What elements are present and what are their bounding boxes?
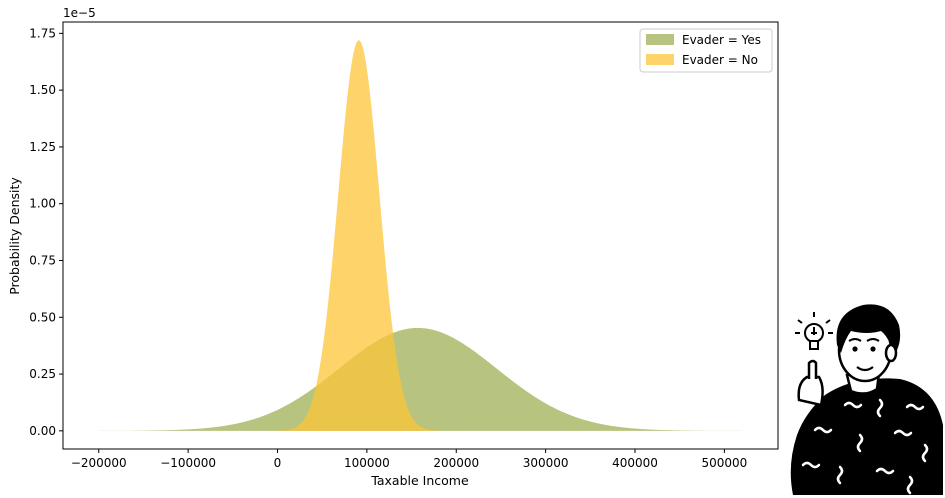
x-axis-label: Taxable Income (370, 473, 469, 488)
x-tick-label: 400000 (612, 456, 658, 470)
plot-frame (62, 21, 779, 450)
eye-left (852, 346, 858, 352)
legend-swatch-no (646, 54, 674, 65)
x-tick-label: 100000 (344, 456, 390, 470)
legend-swatch-yes (646, 34, 674, 45)
y-tick-label: 0.75 (29, 253, 56, 267)
person-idea-lightbulb-icon (790, 304, 943, 495)
x-tick-label: 0 (274, 456, 282, 470)
chart-areas (98, 40, 743, 431)
y-tick-label: 1.75 (29, 26, 56, 40)
y-tick-label: 1.50 (29, 83, 56, 97)
y-axis-label: Probability Density (7, 177, 22, 295)
ear (884, 343, 898, 363)
eye-right (870, 346, 876, 352)
arm (797, 375, 824, 407)
x-tick-label: 300000 (523, 456, 569, 470)
x-tick-label: 500000 (701, 456, 747, 470)
y-tick-label: 0.00 (29, 424, 56, 438)
sweater-squiggles (801, 398, 929, 495)
y-tick-label: 0.50 (29, 310, 56, 324)
eyebrows (848, 338, 880, 342)
x-tick-label: 200000 (433, 456, 479, 470)
raised-finger (807, 359, 818, 379)
y-tick-label: 1.00 (29, 197, 56, 211)
area-series-0 (98, 327, 743, 431)
y-axis-ticks: 0.00 0.25 0.50 0.75 1.00 1.25 1.50 1.75 (29, 26, 63, 438)
sweater-shape (790, 378, 943, 495)
mouth (856, 366, 874, 372)
legend-label-no: Evader = No (682, 53, 758, 67)
legend: Evader = Yes Evader = No (639, 28, 773, 73)
legend-label-yes: Evader = Yes (682, 33, 761, 47)
lightbulb-icon (795, 312, 833, 350)
y-tick-label: 1.25 (29, 140, 56, 154)
hair (836, 304, 901, 357)
y-tick-label: 0.25 (29, 367, 56, 381)
y-offset-text: 1e−5 (63, 6, 96, 20)
x-tick-label: −100000 (160, 456, 216, 470)
x-tick-label: −200000 (71, 456, 127, 470)
x-axis-ticks: −200000 −100000 0 100000 200000 300000 400000 5… (71, 449, 747, 470)
